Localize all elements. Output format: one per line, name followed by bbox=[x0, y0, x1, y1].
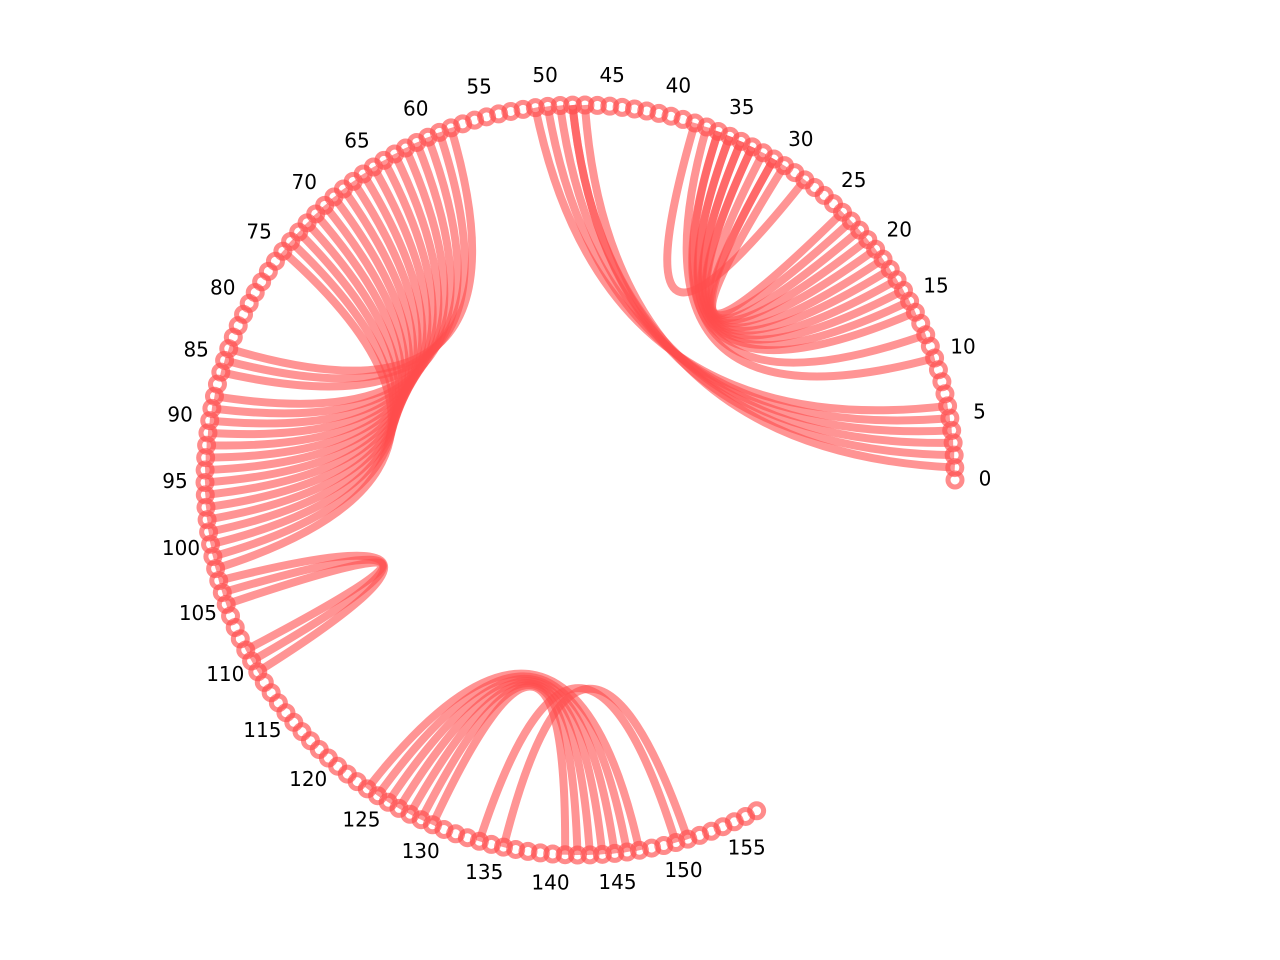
tick-label-25: 25 bbox=[841, 168, 866, 192]
tick-label-135: 135 bbox=[465, 860, 503, 884]
tick-label-155: 155 bbox=[728, 836, 766, 860]
tick-label-45: 45 bbox=[599, 63, 624, 87]
tick-label-10: 10 bbox=[950, 335, 975, 359]
tick-label-60: 60 bbox=[403, 96, 428, 120]
tick-labels: 0 5 10 15 20 25 30 35 40 45 50 55 60 65 70 75 80 85 90 95 10… bbox=[162, 63, 991, 895]
nodes-layer bbox=[195, 95, 965, 865]
tick-label-20: 20 bbox=[887, 217, 912, 241]
tick-label-65: 65 bbox=[344, 128, 369, 152]
tick-label-130: 130 bbox=[402, 839, 440, 863]
tick-label-110: 110 bbox=[206, 662, 244, 686]
tick-label-85: 85 bbox=[183, 337, 208, 361]
tick-label-100: 100 bbox=[162, 536, 200, 560]
tick-label-5: 5 bbox=[973, 400, 986, 424]
tick-label-40: 40 bbox=[666, 74, 691, 98]
edge-130-141 bbox=[428, 682, 570, 855]
tick-label-15: 15 bbox=[923, 273, 948, 297]
edge-105-109 bbox=[224, 558, 387, 654]
tick-label-145: 145 bbox=[598, 870, 636, 894]
tick-label-105: 105 bbox=[179, 601, 217, 625]
tick-label-150: 150 bbox=[664, 858, 702, 882]
tick-label-70: 70 bbox=[292, 170, 317, 194]
edge-24-30 bbox=[708, 163, 846, 318]
tick-label-75: 75 bbox=[246, 219, 271, 243]
edge-136-151 bbox=[499, 684, 692, 849]
tick-label-0: 0 bbox=[979, 467, 992, 491]
edge-28-38 bbox=[663, 121, 808, 297]
tick-label-35: 35 bbox=[729, 95, 754, 119]
edges-layer bbox=[204, 104, 955, 856]
tick-label-55: 55 bbox=[466, 74, 491, 98]
tick-label-115: 115 bbox=[243, 718, 281, 742]
tick-label-95: 95 bbox=[162, 469, 187, 493]
tick-label-140: 140 bbox=[531, 870, 569, 894]
tick-label-80: 80 bbox=[210, 276, 235, 300]
tick-label-90: 90 bbox=[167, 402, 192, 426]
edge-10-37 bbox=[682, 125, 936, 381]
edge-75-102 bbox=[214, 248, 396, 573]
edge-6-51 bbox=[531, 106, 949, 415]
node-157 bbox=[747, 801, 767, 821]
tick-label-50: 50 bbox=[532, 63, 557, 87]
tick-label-120: 120 bbox=[289, 767, 327, 791]
tick-label-30: 30 bbox=[788, 127, 813, 151]
tick-label-125: 125 bbox=[342, 807, 380, 831]
